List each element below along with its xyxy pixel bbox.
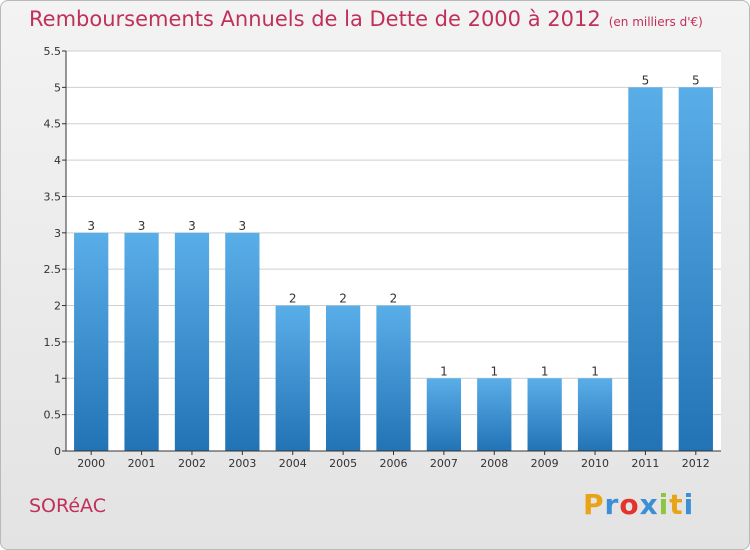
y-tick-label: 3 — [54, 227, 61, 240]
bar-value-label: 5 — [692, 73, 700, 87]
bar — [577, 378, 613, 451]
bar — [275, 305, 310, 451]
x-tick-label: 2011 — [631, 457, 659, 470]
x-tick-label: 2009 — [531, 457, 559, 470]
proxiti-logo-letter: r — [604, 488, 620, 521]
y-tick-label: 4.5 — [44, 118, 62, 131]
x-tick-label: 2001 — [128, 457, 156, 470]
y-tick-label: 2 — [54, 300, 61, 313]
bar-value-label: 1 — [591, 364, 599, 378]
bar-value-label: 2 — [289, 292, 297, 306]
chart-unit: (en milliers d'€) — [608, 15, 703, 29]
y-tick-label: 1.5 — [44, 336, 62, 349]
chart-title-text: Remboursements Annuels de la Dette de 20… — [29, 7, 601, 31]
bar-value-label: 3 — [138, 219, 146, 233]
bar — [325, 305, 361, 451]
y-tick-label: 5.5 — [44, 45, 62, 58]
bar — [376, 305, 411, 451]
proxiti-logo: Proxiti — [583, 488, 694, 521]
x-tick-label: 2002 — [178, 457, 206, 470]
y-tick-label: 0.5 — [44, 409, 62, 422]
bar-value-label: 5 — [642, 73, 650, 87]
x-tick-label: 2006 — [380, 457, 408, 470]
bar-value-label: 3 — [239, 219, 247, 233]
value-labels: 3 3 3 3 2 2 2 1 1 1 1 5 5 — [87, 73, 699, 378]
y-tick-label: 3.5 — [44, 190, 62, 203]
chart-title: Remboursements Annuels de la Dette de 20… — [29, 7, 703, 31]
bar-value-label: 3 — [87, 219, 95, 233]
bar-value-label: 2 — [390, 292, 398, 306]
proxiti-logo-letter: t — [669, 488, 684, 521]
bar — [477, 378, 512, 451]
bar — [628, 87, 663, 451]
proxiti-logo-letter: i — [683, 488, 695, 521]
bar — [225, 232, 260, 451]
proxiti-logo-letter: x — [639, 488, 659, 521]
x-tick-label: 2010 — [581, 457, 609, 470]
y-tick-label: 5 — [54, 81, 61, 94]
bar — [174, 232, 210, 451]
y-tick-label: 1 — [54, 372, 61, 385]
bars — [74, 87, 713, 451]
bar — [426, 378, 462, 451]
y-axis-ticks: 0 0.5 1 1.5 2 2.5 3 3.5 4 4.5 5 5.5 — [44, 45, 66, 458]
bar-value-label: 1 — [541, 364, 549, 378]
bar — [678, 87, 713, 451]
bar-value-label: 2 — [339, 292, 347, 306]
x-axis-ticks: 2000 2001 2002 2003 2004 2005 2006 2007 2008 2009… — [77, 451, 710, 470]
x-tick-label: 2007 — [430, 457, 458, 470]
proxiti-logo-letter: o — [619, 488, 640, 521]
y-tick-label: 4 — [54, 154, 61, 167]
x-tick-label: 2004 — [279, 457, 307, 470]
bar — [74, 232, 109, 451]
proxiti-logo-letter: P — [583, 488, 605, 521]
bar — [124, 232, 159, 451]
y-tick-label: 0 — [54, 445, 61, 458]
x-tick-label: 2005 — [329, 457, 357, 470]
bar-value-label: 3 — [188, 219, 196, 233]
x-tick-label: 2003 — [228, 457, 256, 470]
x-tick-label: 2000 — [77, 457, 105, 470]
bar — [527, 378, 562, 451]
commune-name: SORéAC — [29, 495, 106, 517]
proxiti-logo-letter: i — [658, 488, 670, 521]
bar-value-label: 1 — [440, 364, 448, 378]
x-tick-label: 2012 — [682, 457, 710, 470]
bar-value-label: 1 — [490, 364, 498, 378]
x-tick-label: 2008 — [480, 457, 508, 470]
y-tick-label: 2.5 — [44, 263, 62, 276]
